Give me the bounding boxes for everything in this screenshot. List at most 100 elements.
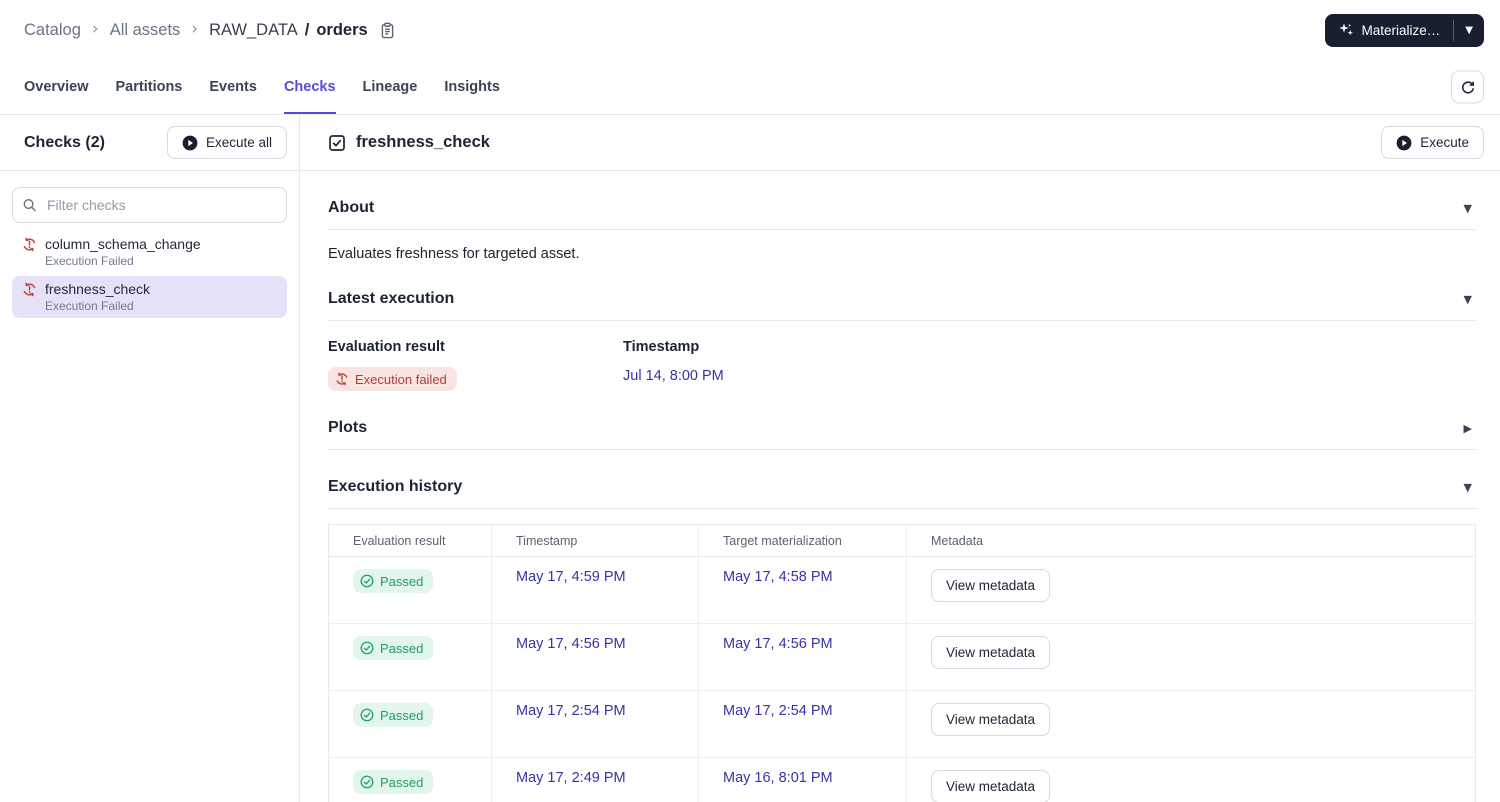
target-materialization-link[interactable]: May 17, 2:54 PM [723,703,833,719]
materialize-button[interactable]: Materialize… [1325,14,1454,47]
refresh-icon [1460,79,1476,95]
materialize-dropdown-button[interactable]: ▼ [1454,14,1484,47]
check-circle-icon [360,574,374,588]
check-detail-header: freshness_check Execute [300,115,1500,171]
tab-insights[interactable]: Insights [444,79,500,95]
execution-history-table: Evaluation result Timestamp Target mater… [328,524,1476,802]
materialize-button-group: Materialize… ▼ [1324,13,1484,47]
check-circle-icon [360,708,374,722]
check-name: column_schema_change [45,236,201,252]
execution-timestamp-link[interactable]: May 17, 2:54 PM [516,703,626,719]
table-row: Passed May 17, 4:56 PM May 17, 4:56 PM V… [328,623,1476,691]
asset-name: orders [316,20,368,39]
passed-badge: Passed [353,636,434,660]
execute-all-label: Execute all [205,135,272,150]
sidebar-header: Checks (2) Execute all [0,115,299,171]
target-materialization-link[interactable]: May 17, 4:58 PM [723,569,833,585]
checks-count-title: Checks (2) [24,133,105,151]
play-circle-icon [182,135,198,151]
breadcrumb-all-assets[interactable]: All assets [109,20,181,39]
breadcrumb-chevron-icon: › [191,19,199,39]
latest-execution-collapse-caret-icon[interactable]: ▼ [1460,293,1476,306]
plots-expand-caret-icon[interactable]: ▶ [1460,422,1476,435]
tab-lineage[interactable]: Lineage [362,79,418,95]
table-row: Passed May 17, 2:54 PM May 17, 2:54 PM V… [328,690,1476,758]
latest-execution-timestamp-link[interactable]: Jul 14, 8:00 PM [623,368,724,384]
refresh-button[interactable] [1451,70,1484,104]
execution-history-title: Execution history [328,478,463,495]
tab-checks[interactable]: Checks [283,60,336,114]
execute-button[interactable]: Execute [1381,126,1484,159]
execute-label: Execute [1420,135,1469,150]
execute-all-button[interactable]: Execute all [166,126,287,159]
execution-failed-icon [22,282,37,297]
tab-events[interactable]: Events [209,79,257,95]
tab-bar: Overview Partitions Events Checks Lineag… [0,60,1500,115]
execution-history-collapse-caret-icon[interactable]: ▼ [1460,481,1476,494]
timestamp-label: Timestamp [623,339,700,355]
passed-badge: Passed [353,569,434,593]
column-header-metadata: Metadata [906,524,1476,557]
about-collapse-caret-icon[interactable]: ▼ [1460,202,1476,215]
view-metadata-button[interactable]: View metadata [931,770,1051,802]
check-detail-panel: freshness_check Execute About ▼ Evaluate… [300,115,1500,802]
materialize-label: Materialize… [1361,22,1441,38]
breadcrumb: Catalog › All assets › RAW_DATA / orders [24,19,396,40]
check-list-item-column-schema-change[interactable]: column_schema_change Execution Failed [12,231,287,273]
execution-failed-icon [335,372,349,386]
checks-sidebar: Checks (2) Execute all [0,115,300,802]
evaluation-result-field: Evaluation result [328,339,623,391]
check-circle-icon [360,641,374,655]
about-description: Evaluates freshness for targeted asset. [328,246,580,262]
table-header-row: Evaluation result Timestamp Target mater… [328,524,1476,557]
content-area: Checks (2) Execute all [0,115,1500,802]
breadcrumb-asset-path: RAW_DATA / orders [209,21,368,40]
evaluation-result-label: Evaluation result [328,339,445,355]
execution-failed-icon [22,237,37,252]
plots-title: Plots [328,419,368,436]
execution-failed-badge: Execution failed [328,367,457,391]
check-name: freshness_check [45,281,151,297]
column-header-timestamp: Timestamp [491,524,699,557]
passed-badge: Passed [353,770,434,794]
view-metadata-button[interactable]: View metadata [931,703,1051,736]
view-metadata-button[interactable]: View metadata [931,636,1051,669]
check-circle-icon [360,775,374,789]
view-metadata-button[interactable]: View metadata [931,569,1051,602]
check-list-item-freshness-check[interactable]: freshness_check Execution Failed [12,276,287,318]
table-row: Passed May 17, 2:49 PM May 16, 8:01 PM V… [328,757,1476,802]
split-button-divider [1453,19,1455,41]
asset-group-name: RAW_DATA [209,20,298,39]
latest-execution-title: Latest execution [328,290,455,307]
filter-checks-field [12,187,287,223]
table-row: Passed May 17, 4:59 PM May 17, 4:58 PM V… [328,556,1476,624]
check-detail-body: About ▼ Evaluates freshness for targeted… [300,171,1500,802]
latest-execution-section: Latest execution ▼ Evaluation result [328,290,1476,391]
execution-timestamp-link[interactable]: May 17, 4:59 PM [516,569,626,585]
column-header-evaluation-result: Evaluation result [328,524,492,557]
play-circle-icon [1396,135,1412,151]
check-status: Execution Failed [45,254,134,268]
check-title: freshness_check [356,133,490,151]
copy-asset-name-button[interactable] [379,22,396,39]
top-bar: Catalog › All assets › RAW_DATA / orders [0,0,1500,60]
filter-checks-input[interactable] [12,187,287,223]
timestamp-field: Timestamp Jul 14, 8:00 PM [623,339,918,391]
execution-history-section: Execution history ▼ Evaluation result Ti… [328,478,1476,802]
execution-timestamp-link[interactable]: May 17, 4:56 PM [516,636,626,652]
target-materialization-link[interactable]: May 16, 8:01 PM [723,770,833,786]
sparkle-icon [1338,22,1354,38]
asset-check-icon [328,134,346,152]
breadcrumb-catalog[interactable]: Catalog [24,20,81,39]
execution-timestamp-link[interactable]: May 17, 2:49 PM [516,770,626,786]
column-header-target-materialization: Target materialization [698,524,907,557]
asset-path-slash: / [304,20,310,39]
clipboard-icon [379,22,396,39]
search-icon [22,198,37,213]
passed-badge: Passed [353,703,434,727]
target-materialization-link[interactable]: May 17, 4:56 PM [723,636,833,652]
tab-partitions[interactable]: Partitions [115,79,183,95]
about-section: About ▼ Evaluates freshness for targeted… [328,199,1476,262]
tab-overview[interactable]: Overview [24,79,89,95]
breadcrumb-chevron-icon: › [91,19,99,39]
